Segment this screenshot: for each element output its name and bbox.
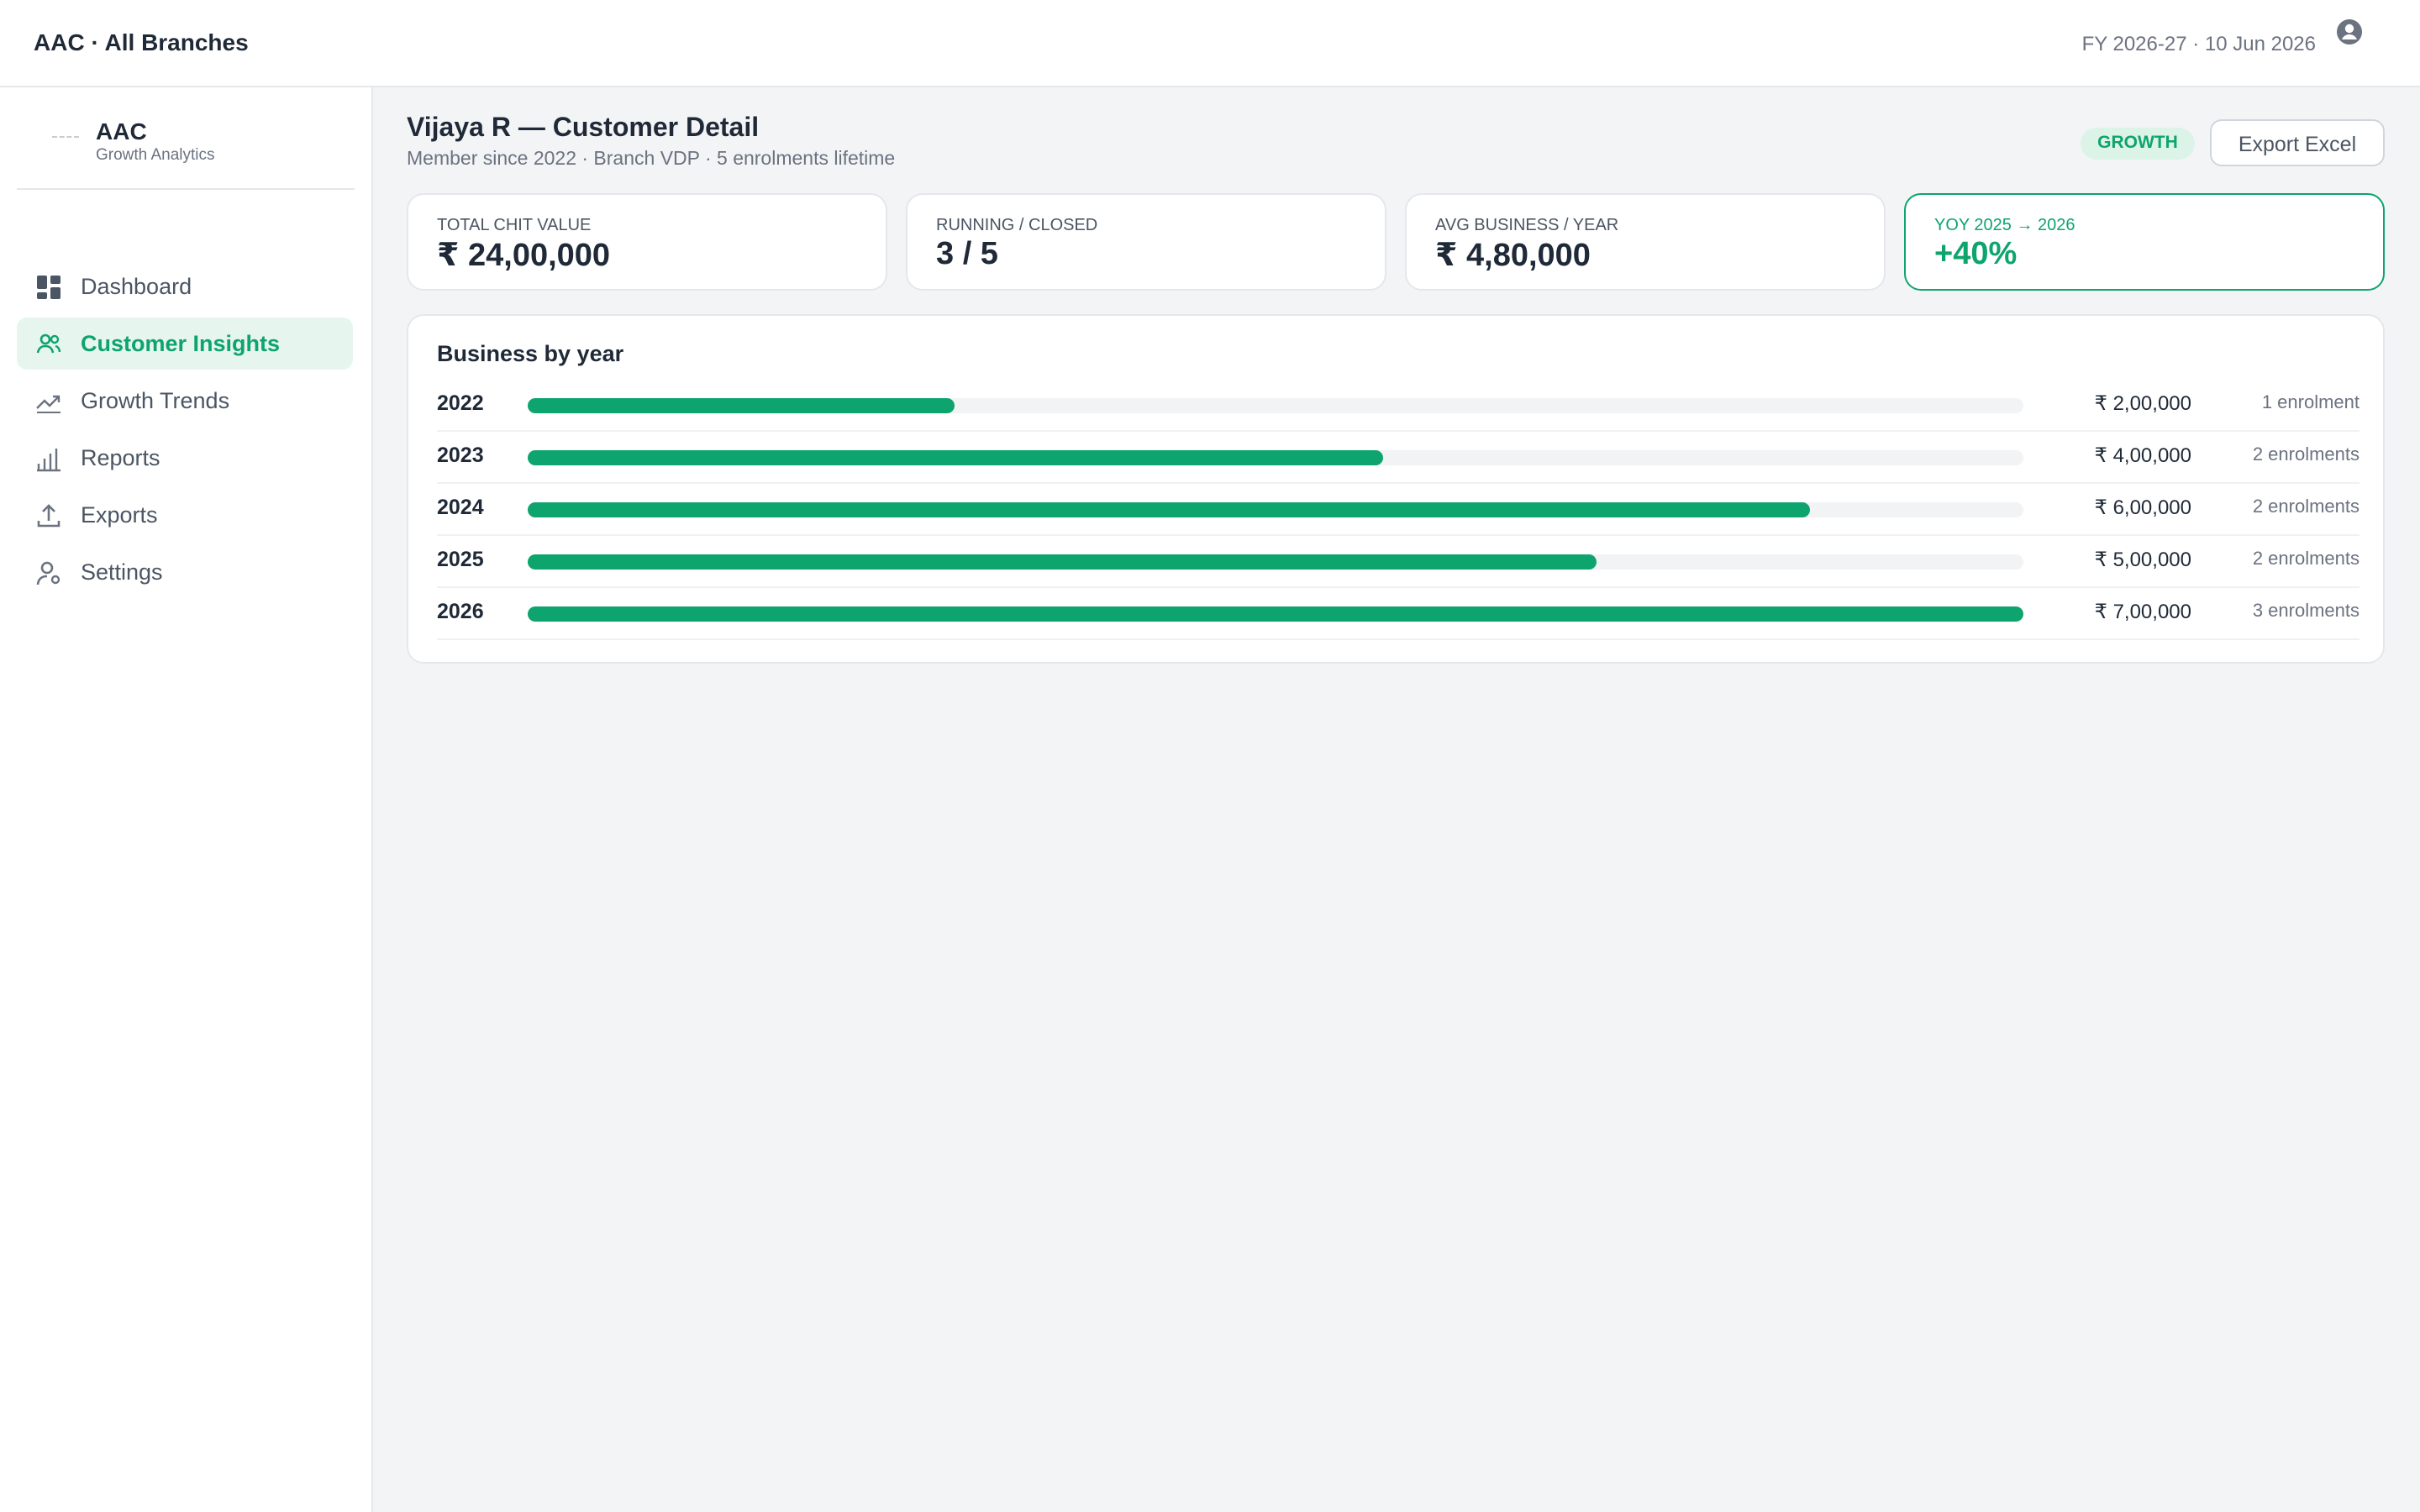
nav-item[interactable]: Exports: [17, 489, 353, 541]
nav-icon: [36, 560, 60, 585]
nav-label: Dashboard: [81, 274, 192, 299]
divider: [17, 188, 355, 190]
nav-item[interactable]: Growth Trends: [17, 375, 353, 427]
value-label: ₹ 7,00,000: [2094, 600, 2191, 623]
kpi-value: ₹ 24,00,000: [437, 239, 611, 274]
sidebar: AAC Growth Analytics Dashboard Customer I…: [0, 87, 373, 1512]
nav-icon: [36, 333, 61, 353]
nav-label: Reports: [81, 445, 160, 470]
chart-card: Business by year 2022 ₹ 2,00,000 1 enrolme…: [407, 314, 2385, 664]
kpi-label: AVG BUSINESS / YEAR: [1435, 217, 1619, 235]
kpi-card: RUNNING / CLOSED 3 / 5: [906, 193, 1386, 291]
row-divider: [437, 534, 2360, 536]
bar: [528, 501, 1810, 517]
nav-label: Growth Trends: [81, 388, 230, 413]
bar: [528, 606, 2023, 621]
value-label: ₹ 2,00,000: [2094, 391, 2191, 415]
year-label: 2023: [437, 444, 484, 467]
nav-item[interactable]: Customer Insights: [17, 318, 353, 370]
kpi-card: AVG BUSINESS / YEAR ₹ 4,80,000: [1405, 193, 1886, 291]
brand: AAC: [96, 118, 147, 144]
nav-label: Settings: [81, 559, 163, 585]
year-label: 2025: [437, 548, 484, 571]
row-divider: [437, 586, 2360, 588]
tagline: Growth Analytics: [96, 146, 215, 165]
bar: [528, 554, 1597, 569]
value-label: ₹ 6,00,000: [2094, 496, 2191, 519]
kpi-value: 3 / 5: [936, 237, 998, 272]
page-subtitle: Member since 2022 · Branch VDP · 5 enrol…: [407, 150, 896, 170]
enrolment-label: 2 enrolments: [2252, 549, 2360, 570]
kpi-label: RUNNING / CLOSED: [936, 217, 1098, 235]
enrolment-label: 2 enrolments: [2252, 445, 2360, 465]
export-button[interactable]: Export Excel: [2210, 119, 2385, 166]
nav-label: Customer Insights: [81, 331, 281, 356]
nav-label: Exports: [81, 502, 158, 528]
nav-item[interactable]: Reports: [17, 432, 353, 484]
row-divider: [437, 430, 2360, 432]
nav-icon: [36, 394, 60, 412]
user-icon[interactable]: [2336, 18, 2363, 45]
value-label: ₹ 4,00,000: [2094, 444, 2191, 467]
kpi-label: YOY 2025 → 2026: [1934, 217, 2075, 235]
logo: [52, 136, 79, 138]
badge: GROWTH: [2081, 128, 2195, 160]
year-label: 2024: [437, 496, 484, 519]
kpi-card: YOY 2025 → 2026 +40%: [1904, 193, 2385, 291]
nav-icon: [37, 275, 60, 298]
enrolment-label: 2 enrolments: [2252, 497, 2360, 517]
period: FY 2026-27 · 10 Jun 2026: [2081, 32, 2316, 55]
bar: [528, 449, 1383, 465]
kpi-label: TOTAL CHIT VALUE: [437, 217, 592, 235]
nav-item[interactable]: Dashboard: [17, 260, 353, 312]
kpi-card: TOTAL CHIT VALUE ₹ 24,00,000: [407, 193, 887, 291]
top-bar: AAC · All Branches FY 2026-27 · 10 Jun 2…: [0, 0, 2420, 87]
row-divider: [437, 482, 2360, 484]
year-label: 2026: [437, 600, 484, 623]
row-divider: [437, 638, 2360, 640]
enrolment-label: 1 enrolment: [2261, 393, 2360, 413]
nav-icon: [37, 503, 60, 527]
nav-item[interactable]: Settings: [17, 546, 353, 598]
value-label: ₹ 5,00,000: [2094, 548, 2191, 571]
nav-icon: [37, 448, 60, 471]
bar: [528, 397, 955, 412]
chart-title: Business by year: [437, 341, 624, 366]
app-title: AAC · All Branches: [34, 29, 249, 55]
page-title: Vijaya R — Customer Detail: [407, 114, 760, 143]
year-label: 2022: [437, 391, 484, 415]
enrolment-label: 3 enrolments: [2252, 601, 2360, 622]
kpi-value: +40%: [1934, 237, 2018, 272]
kpi-value: ₹ 4,80,000: [1435, 239, 1591, 274]
